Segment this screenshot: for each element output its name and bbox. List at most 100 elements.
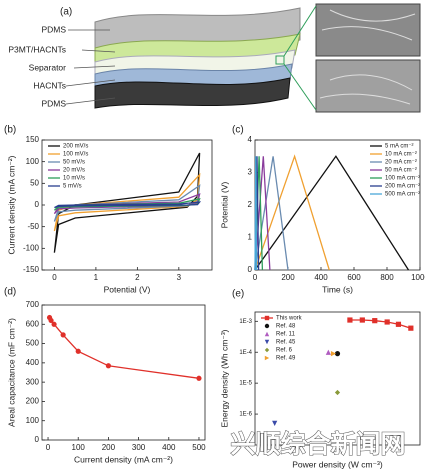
series-line: [254, 156, 258, 271]
y-tick-label: 200: [26, 397, 40, 406]
data-point: [347, 317, 353, 323]
panel-label: (d): [4, 287, 16, 298]
data-point: [372, 318, 378, 324]
y-tick-label: 1E-5: [239, 381, 252, 387]
x-tick-label: 2: [135, 273, 140, 282]
legend-label: 50 mA cm⁻²: [385, 168, 417, 174]
x-tick-label: 1: [94, 273, 99, 282]
plot-frame: [41, 304, 206, 441]
label-arrows: [65, 29, 116, 105]
layer-label: PDMS: [41, 24, 66, 34]
data-point: [48, 317, 54, 324]
x-tick-label: 800: [380, 273, 394, 282]
legend-label: 10 mA cm⁻²: [385, 152, 417, 158]
legend-label: 5 mA cm⁻²: [385, 144, 414, 150]
y-tick-label: 3: [248, 168, 253, 177]
data-point: [105, 363, 112, 369]
y-tick-label: 0: [35, 200, 40, 209]
y-tick-label: 500: [26, 339, 40, 348]
y-tick-label: -100: [23, 243, 40, 252]
layer-label: HACNTs: [33, 80, 66, 90]
y-axis-label: Energy density (Wh cm⁻³): [219, 329, 229, 427]
layer-pdms-bottom: [94, 77, 291, 109]
y-axis-label: Potential (V): [219, 181, 229, 228]
series-line: [48, 317, 200, 379]
y-tick-label: 1E-3: [239, 319, 252, 325]
y-tick-label: -150: [23, 265, 40, 274]
sem-texture: [319, 9, 416, 105]
y-tick-label: 0: [35, 435, 40, 444]
legend-marker: [264, 315, 270, 321]
layer-label: PDMS: [41, 98, 66, 108]
legend-marker: [264, 331, 270, 337]
sem-image-bottom: [315, 59, 421, 113]
x-tick-label: 600: [347, 273, 361, 282]
legend-label: 200 mA cm⁻²: [385, 184, 420, 190]
sem-image-top: [315, 3, 421, 57]
y-tick-label: 600: [26, 319, 40, 328]
zoom-lines: [275, 5, 317, 111]
y-tick-label: 2: [248, 200, 253, 209]
data-point: [196, 375, 202, 381]
data-point: [51, 321, 57, 327]
x-tick-label: 0: [52, 273, 57, 282]
data-point: [359, 317, 365, 323]
legend-label: 50 mV/s: [63, 160, 85, 166]
legend-label: Ref. 6: [276, 348, 293, 354]
x-axis-label: Potential (V): [104, 284, 151, 294]
x-tick-label: 300: [132, 443, 146, 452]
y-tick-label: 400: [26, 358, 40, 367]
data-point: [395, 321, 402, 327]
legend-label: 100 mV/s: [63, 152, 88, 158]
panel-a: (a): [60, 3, 421, 113]
x-axis-label: Power density (W cm⁻³): [292, 459, 383, 469]
legend-marker: [264, 339, 270, 345]
data-point: [384, 319, 390, 325]
x-tick-label: 400: [162, 443, 176, 452]
x-axis-label: Time (s): [322, 284, 353, 294]
data-point: [408, 325, 414, 331]
legend-label: Ref. 45: [276, 340, 296, 346]
legend-label: 20 mV/s: [63, 168, 85, 174]
x-tick-label: 200: [281, 273, 295, 282]
y-tick-label: 4: [248, 135, 253, 144]
series-line: [54, 201, 202, 209]
data-point: [334, 351, 341, 357]
data-point: [325, 349, 331, 355]
x-tick-label: 0: [253, 273, 258, 282]
data-point: [330, 351, 337, 357]
legend-marker: [264, 355, 270, 361]
y-axis-label: Areal capacitance (mF cm⁻²): [6, 318, 16, 427]
x-tick-label: 3: [177, 273, 182, 282]
y-tick-label: 1E-6: [239, 412, 252, 418]
legend-label: 200 mV/s: [63, 144, 88, 150]
y-tick-label: 1: [248, 233, 253, 242]
layer-label: P3MT/HACNTs: [8, 44, 66, 54]
y-tick-label: 1E-4: [239, 350, 252, 356]
watermark: 兴顺综合新闻网: [230, 430, 405, 459]
legend-marker: [264, 347, 270, 353]
legend-label: Ref. 48: [276, 324, 296, 330]
data-point: [334, 389, 341, 396]
panel-label: (b): [4, 125, 16, 136]
x-tick-label: 0: [46, 443, 51, 452]
plot-frame: [254, 311, 421, 446]
y-tick-label: -50: [27, 222, 39, 231]
y-tick-label: 0: [248, 265, 253, 274]
legend-label: 500 mA cm⁻²: [385, 192, 420, 198]
x-tick-label: 200: [102, 443, 116, 452]
x-tick-label: 100: [72, 443, 86, 452]
series-line: [53, 152, 201, 253]
y-tick-label: 150: [26, 135, 40, 144]
legend-marker: [264, 323, 270, 329]
layer-label: Separator: [29, 62, 66, 72]
panel-label: (a): [60, 7, 72, 18]
legend-label: This work: [276, 316, 303, 322]
legend-label: Ref. 11: [276, 332, 296, 338]
series-line: [254, 155, 410, 271]
panel-label: (e): [232, 289, 244, 300]
legend-label: Ref. 49: [276, 356, 296, 362]
x-tick-label: 500: [192, 443, 206, 452]
